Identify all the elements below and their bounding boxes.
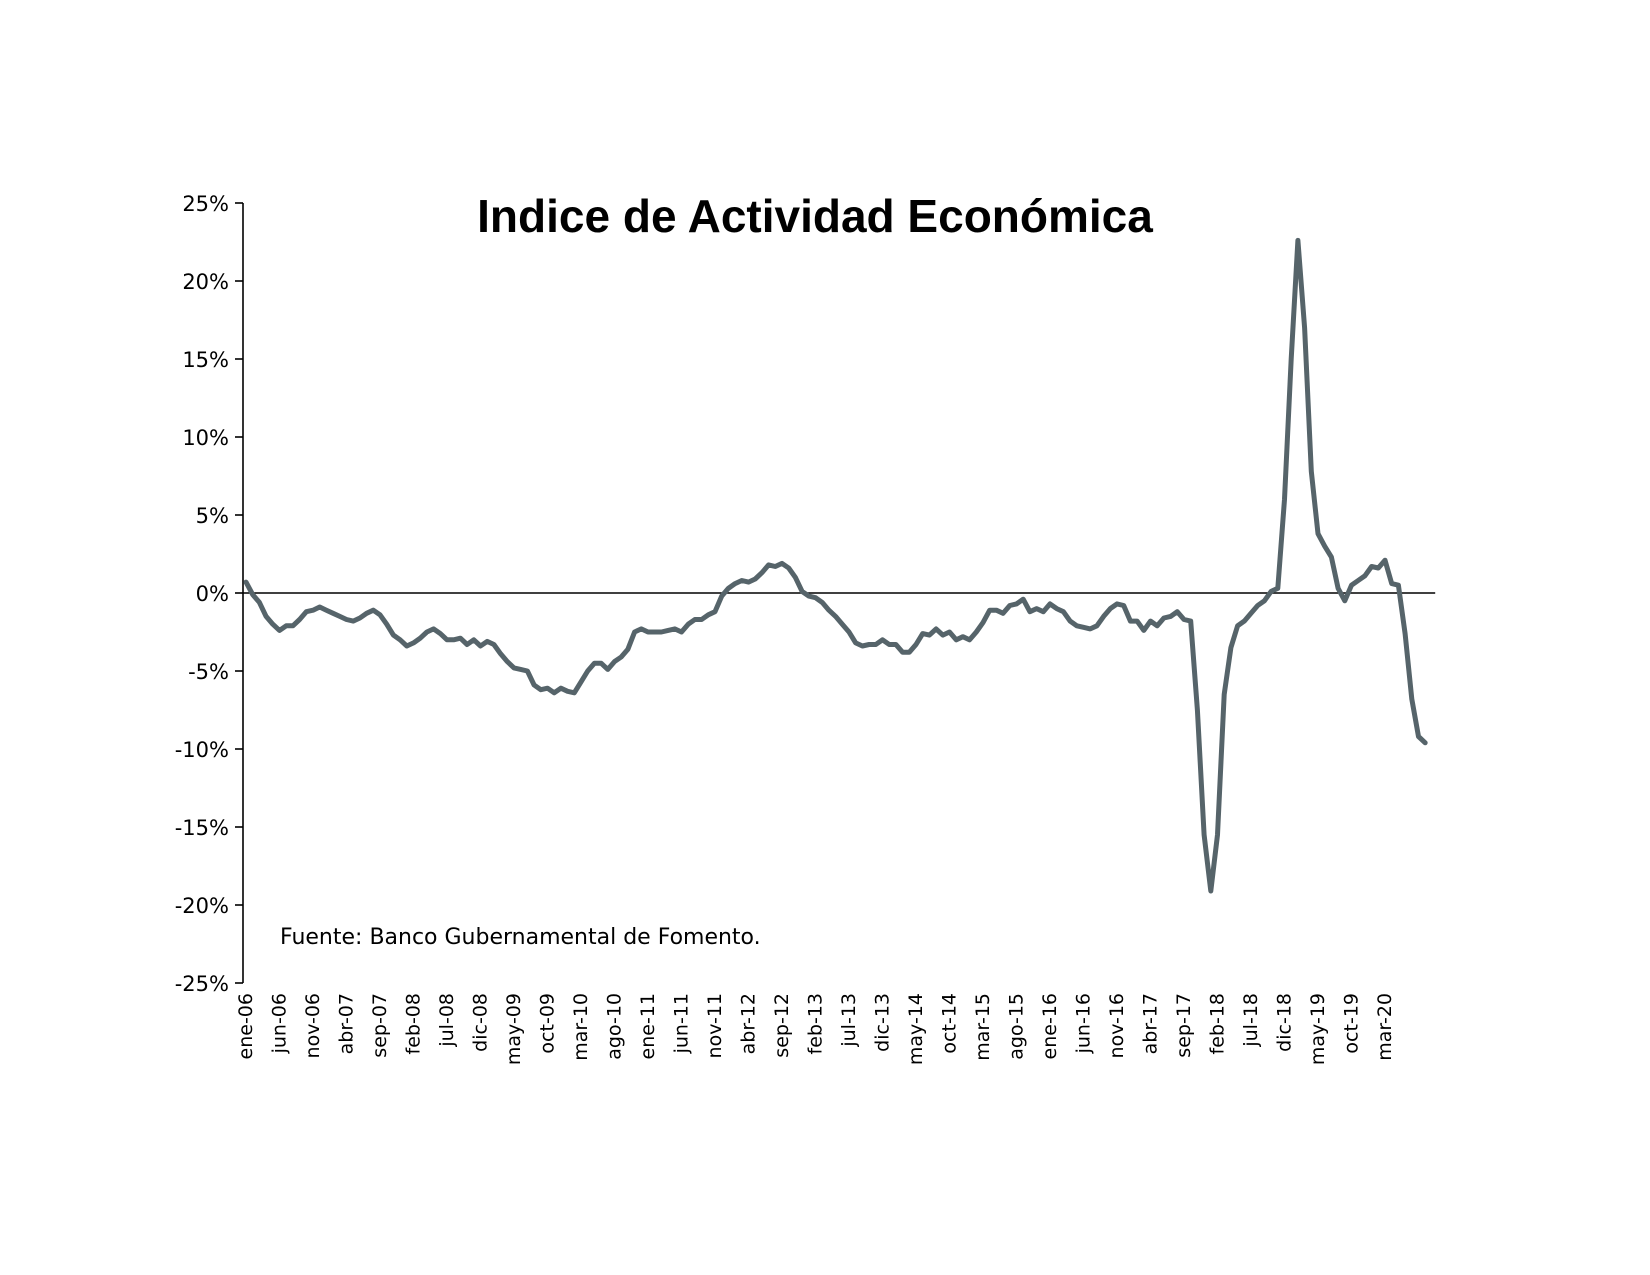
y-tick-label: 10% (182, 426, 229, 450)
y-tick-label: 25% (182, 192, 229, 216)
y-tick-label: 0% (196, 582, 229, 606)
y-tick-label: -15% (175, 816, 229, 840)
x-tick-label: jun-06 (269, 993, 291, 1054)
y-tick-label: 15% (182, 348, 229, 372)
x-tick-label: mar-15 (972, 993, 994, 1061)
x-tick-label: abr-17 (1140, 993, 1162, 1054)
y-tick-label: -20% (175, 894, 229, 918)
x-tick-label: oct-14 (939, 993, 961, 1054)
x-tick-label: mar-10 (570, 993, 592, 1061)
x-tick-label: may-19 (1307, 993, 1329, 1065)
x-tick-label: may-14 (905, 993, 927, 1065)
x-tick-label: jun-11 (671, 993, 693, 1054)
y-axis: 25% 20% 15% 10% 5% 0% -5% -10% -15% -20% -25% (175, 192, 244, 996)
chart-title: Indice de Actividad Económica (477, 190, 1153, 242)
x-tick-label: nov-06 (302, 993, 324, 1058)
x-tick-label: ago-10 (604, 993, 626, 1060)
plot-area (243, 237, 1436, 894)
x-tick-label: jul-13 (838, 993, 860, 1048)
x-tick-label: ago-15 (1006, 993, 1028, 1060)
x-tick-label: dic-08 (470, 993, 492, 1052)
x-tick-label: nov-16 (1106, 993, 1128, 1058)
x-tick-label: mar-20 (1374, 993, 1396, 1061)
x-tick-label: jul-18 (1240, 993, 1262, 1048)
x-tick-label: nov-11 (704, 993, 726, 1058)
x-tick-label: ene-06 (235, 993, 257, 1059)
x-tick-label: ene-16 (1039, 993, 1061, 1059)
x-tick-label: feb-08 (403, 993, 425, 1054)
source-note: Fuente: Banco Gubernamental de Fomento. (280, 925, 761, 950)
x-tick-label: sep-12 (771, 993, 793, 1058)
x-tick-label: dic-13 (872, 993, 894, 1052)
y-tick-label: 20% (182, 270, 229, 294)
x-tick-label: ene-11 (637, 993, 659, 1059)
y-tick-label: -10% (175, 738, 229, 762)
x-tick-label: feb-13 (805, 993, 827, 1054)
x-tick-label: sep-07 (369, 993, 391, 1058)
x-tick-label: oct-19 (1341, 993, 1363, 1054)
x-tick-label: feb-18 (1207, 993, 1229, 1054)
x-tick-label: abr-07 (336, 993, 358, 1054)
y-tick-label: -5% (188, 660, 229, 684)
x-tick-label: sep-17 (1173, 993, 1195, 1058)
x-tick-label: may-09 (503, 993, 525, 1065)
x-tick-label: abr-12 (738, 993, 760, 1054)
x-axis: ene-06 jun-06 nov-06 abr-07 sep-07 feb-08 jul-… (235, 993, 1396, 1065)
x-tick-label: jul-08 (436, 993, 458, 1048)
x-tick-label: oct-09 (537, 993, 559, 1054)
y-tick-label: 5% (196, 504, 229, 528)
y-tick-label: -25% (175, 972, 229, 996)
x-tick-label: jun-16 (1073, 993, 1095, 1054)
series-line (243, 237, 1428, 894)
x-tick-label: dic-18 (1274, 993, 1296, 1052)
